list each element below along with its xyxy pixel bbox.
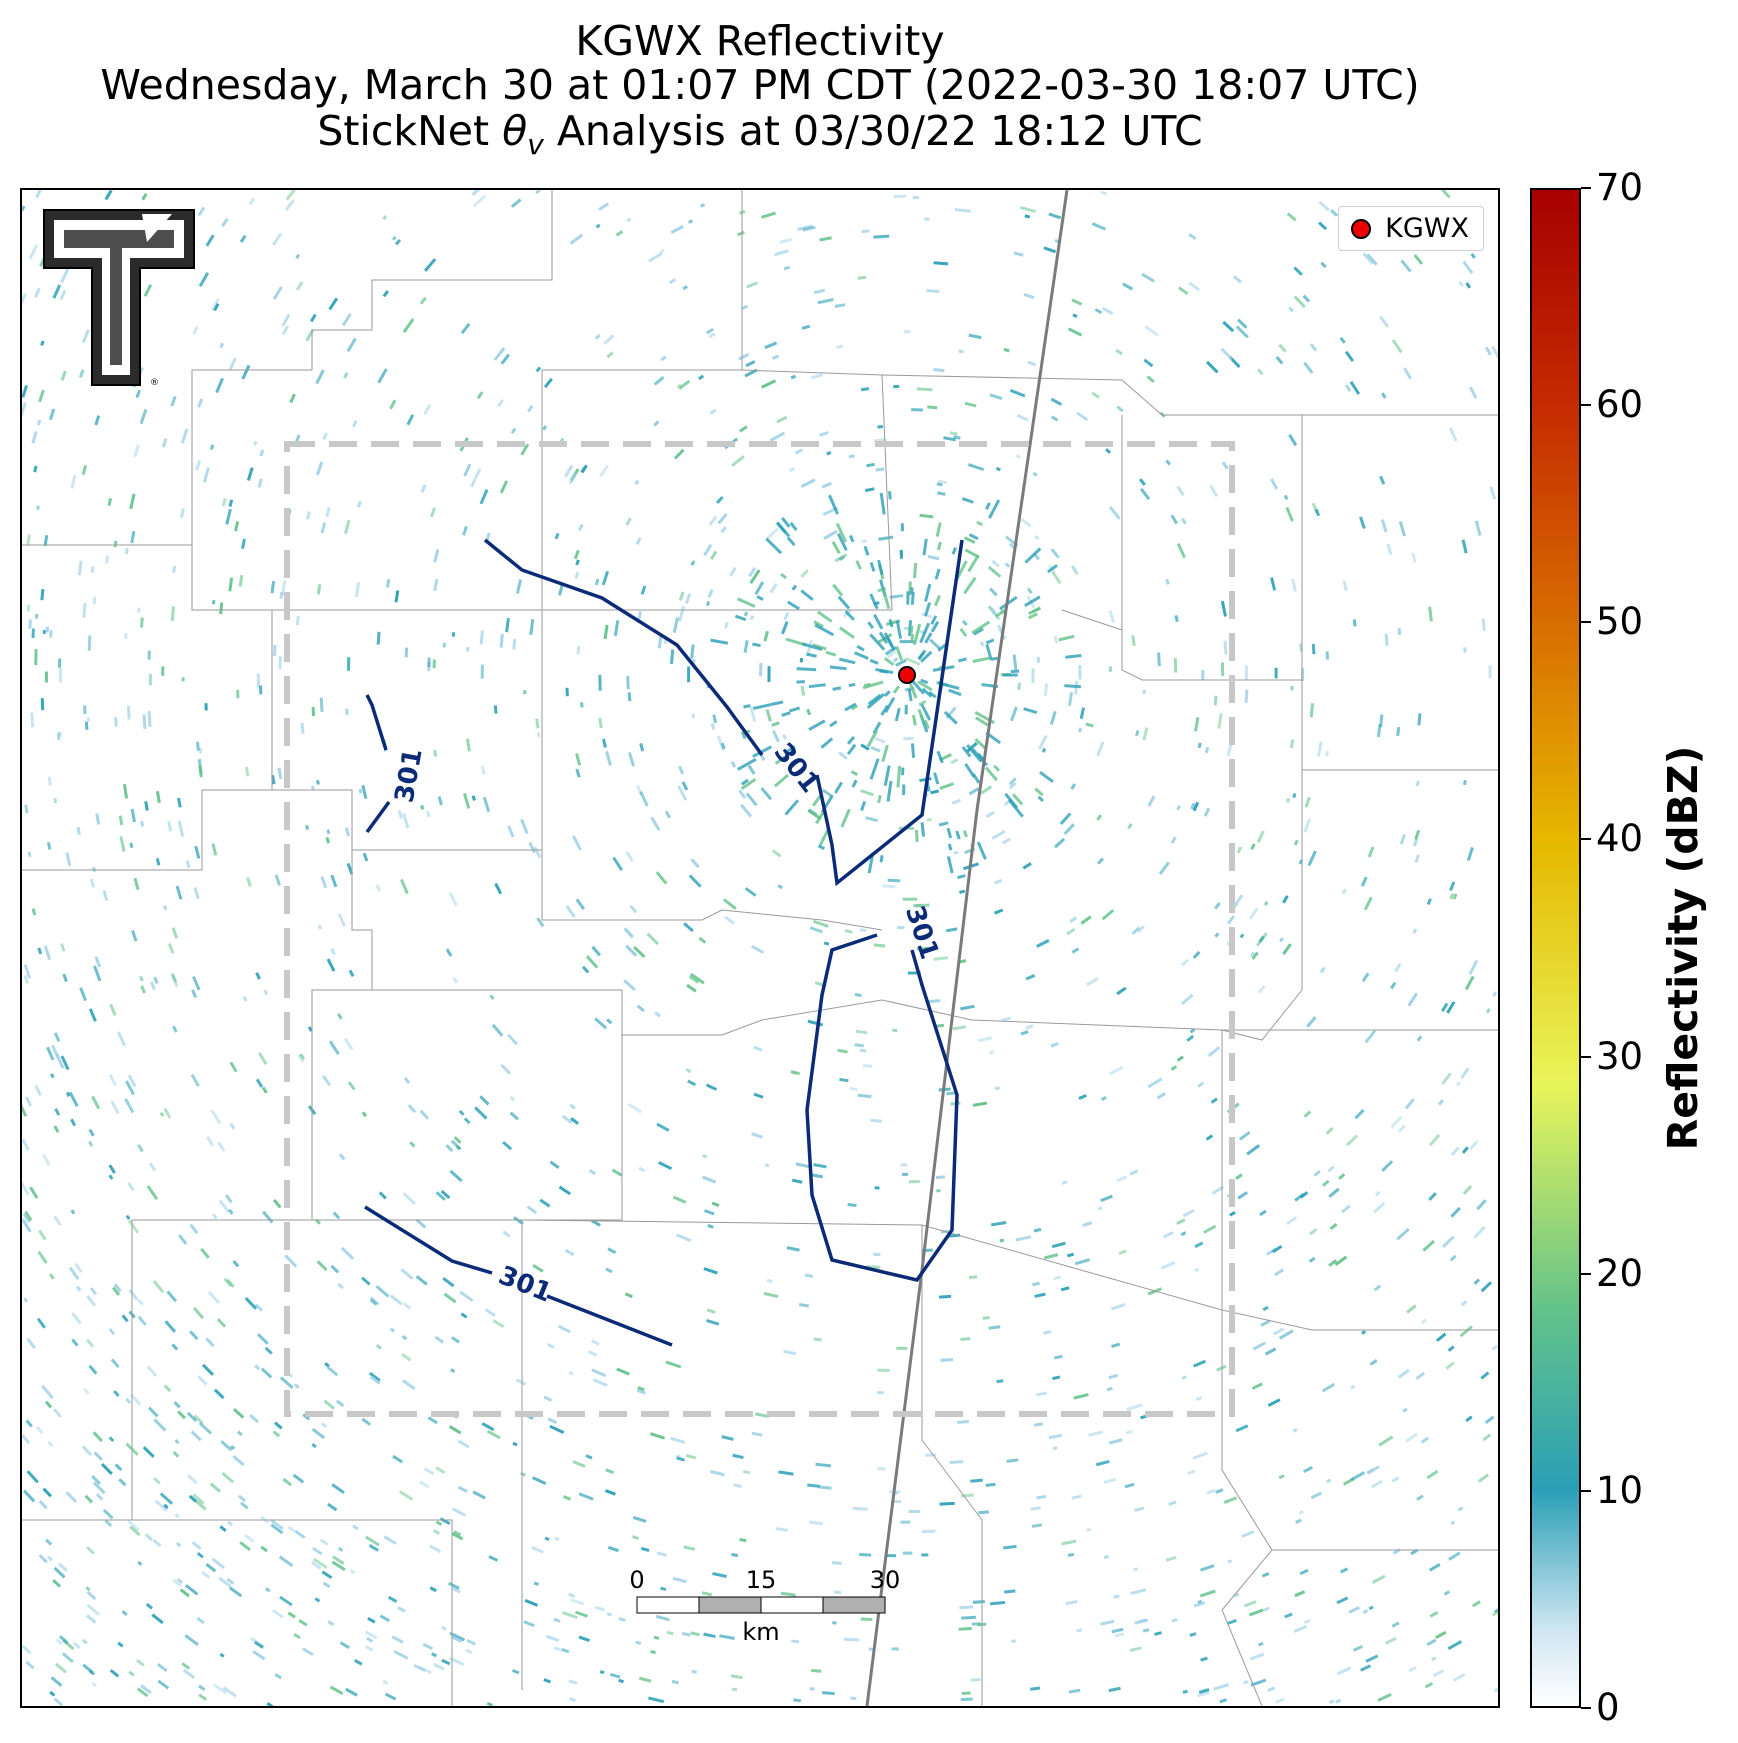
reflectivity-colorbar: [1530, 188, 1581, 1708]
double-t-bevel: [142, 214, 172, 242]
colorbar-tick: [1581, 1489, 1591, 1492]
colorbar-tick-label: 40: [1596, 817, 1644, 861]
theta-symbol: θ: [502, 107, 528, 155]
county-line: [22, 545, 273, 871]
theta-subscript: v: [527, 128, 544, 162]
scale-segment: [760, 1596, 824, 1614]
kgwx-marker-icon: [1351, 218, 1372, 239]
county-line: [272, 190, 743, 611]
scale-segment: [822, 1596, 886, 1614]
scale-label-30: 30: [870, 1566, 901, 1594]
colorbar-tick-label: 0: [1596, 1686, 1620, 1729]
analysis-suffix: Analysis at 03/30/22 18:12 UTC: [543, 107, 1203, 155]
county-line: [921, 1225, 983, 1706]
county-line: [22, 190, 553, 546]
chart-subtitle: Wednesday, March 30 at 01:07 PM CDT (202…: [100, 61, 1420, 109]
texas-tech-logo: ®: [43, 209, 195, 388]
registered-mark: ®: [150, 378, 159, 388]
chart-title: KGWX Reflectivity: [575, 17, 945, 65]
scale-label-15: 15: [746, 1566, 777, 1594]
scale-label-0: 0: [629, 1566, 644, 1594]
county-line: [1221, 1030, 1498, 1331]
county-boundaries: [22, 190, 1498, 1706]
highway-line: [865, 190, 1069, 1706]
county-line: [311, 850, 373, 1120]
scale-unit: km: [742, 1618, 779, 1646]
reflectivity-echoes: [22, 190, 1498, 1706]
contour-label: 301: [768, 737, 825, 798]
contour-line-c: [805, 933, 959, 1282]
colorbar-tick: [1581, 404, 1591, 407]
double-t-core: [64, 230, 174, 365]
contour-line-d: [364, 1205, 493, 1275]
contour-line-a: [483, 538, 764, 757]
kgwx-radar-marker: [898, 666, 916, 684]
county-line: [132, 1519, 453, 1706]
county-line: [1121, 415, 1498, 771]
colorbar-tick: [1581, 621, 1591, 624]
legend-label: KGWX: [1385, 213, 1469, 244]
colorbar-tick-label: 10: [1596, 1468, 1644, 1512]
colorbar-tick-label: 30: [1596, 1034, 1644, 1078]
county-line: [22, 1219, 312, 1521]
colorbar-tick-label: 70: [1596, 166, 1644, 209]
radar-map-panel[interactable]: 301 301 301 301 0 15 30 km ® KGWX: [20, 188, 1500, 1708]
analysis-domain-box: [284, 441, 1235, 1417]
county-line: [621, 990, 1498, 1036]
colorbar-tick: [1581, 838, 1591, 841]
interstate-highway: [865, 190, 1069, 1706]
scale-bar: 0 15 30 km: [629, 1566, 900, 1646]
county-line: [311, 989, 623, 1221]
colorbar-tick: [1581, 1272, 1591, 1275]
county-line: [542, 374, 1498, 611]
analysis-prefix: StickNet: [317, 107, 503, 155]
colorbar-tick-label: 60: [1596, 383, 1644, 427]
contour-line-b: [365, 694, 388, 751]
contour-line-d2: [546, 1294, 673, 1347]
analysis-title: StickNet θv Analysis at 03/30/22 18:12 U…: [0, 108, 1520, 168]
county-line: [1061, 609, 1123, 631]
county-line: [312, 1219, 1223, 1311]
colorbar-tick: [1581, 187, 1591, 189]
colorbar-tick-label: 50: [1596, 600, 1644, 644]
map-legend: KGWX: [1338, 206, 1484, 251]
contour-label: 301: [494, 1261, 556, 1309]
contour-line-b2: [365, 800, 391, 834]
colorbar-tick-label: 20: [1596, 1251, 1644, 1295]
colorbar-tick: [1581, 1055, 1591, 1058]
radar-map: 301 301 301 301 0 15 30 km ®: [22, 190, 1498, 1706]
contour-line-a2: [815, 539, 964, 887]
scale-segment: [698, 1596, 762, 1614]
contour-label: 301: [899, 902, 944, 963]
county-line: [741, 369, 883, 376]
county-line: [1221, 770, 1303, 1041]
colorbar-title: Reflectivity (dBZ): [1659, 745, 1707, 1151]
theta-v-contours: [364, 538, 964, 1347]
colorbar-tick: [1581, 1707, 1591, 1709]
scale-segment: [636, 1596, 700, 1614]
contour-label: 301: [390, 746, 429, 805]
